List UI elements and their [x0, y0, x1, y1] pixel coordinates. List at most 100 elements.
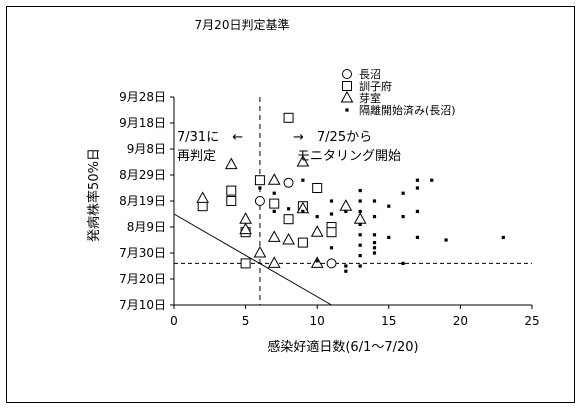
data-point-dot: [329, 212, 334, 216]
data-point-dot: [358, 264, 362, 268]
legend-marker-dot: [345, 108, 349, 112]
y-tick-label: 9月8日: [127, 142, 166, 156]
y-tick-label: 9月18日: [119, 116, 166, 130]
data-point-triangle: [267, 173, 281, 185]
y-axis-label: 発病株率50%日: [86, 148, 102, 242]
data-point-dot: [315, 215, 319, 219]
data-point-square: [297, 237, 308, 248]
data-point-square: [226, 185, 237, 196]
data-point-triangle: [353, 212, 367, 224]
annotation-right-2: モニタリング開始: [297, 149, 401, 164]
y-tick-label: 8月9日: [127, 220, 166, 234]
data-point-circle: [283, 177, 294, 188]
y-tick-label: 8月19日: [119, 194, 166, 208]
x-tick-label: 20: [453, 314, 468, 328]
data-point-dot: [430, 178, 434, 182]
x-tick-label: 25: [524, 314, 539, 328]
y-tick-label: 7月10日: [119, 298, 166, 312]
data-point-dot: [444, 238, 448, 242]
data-point-dot: [401, 215, 405, 219]
data-point-dot: [372, 251, 377, 255]
legend-label: 訓子府: [359, 79, 392, 93]
data-point-dot: [372, 233, 377, 237]
legend-label: 隔離開始済み(長沼): [359, 103, 456, 117]
data-point-triangle: [196, 191, 209, 203]
data-point-triangle: [267, 230, 281, 242]
data-point-dot: [415, 178, 420, 182]
data-point-square: [283, 112, 294, 123]
data-point-dot: [501, 235, 505, 239]
data-point-triangle: [339, 199, 353, 211]
data-point-dot: [358, 199, 362, 203]
y-tick-label: 7月20日: [119, 272, 166, 286]
data-point-dot: [401, 191, 405, 195]
legend-label: 長沼: [359, 67, 381, 81]
data-point-triangle: [267, 256, 281, 268]
data-point-square: [269, 198, 280, 209]
data-point-dot: [329, 199, 334, 203]
data-point-dot: [258, 186, 262, 190]
data-point-square: [312, 183, 323, 193]
x-tick-label: 15: [381, 314, 396, 328]
data-point-dot: [415, 209, 420, 213]
annotation-left-1: 7/31に ←: [177, 130, 243, 145]
data-point-triangle: [239, 212, 252, 224]
x-axis-label: 感染好適日数(6/1～7/20): [267, 339, 418, 355]
data-point-dot: [344, 269, 348, 273]
legend-marker-triangle: [340, 90, 354, 103]
data-point-square: [240, 258, 251, 269]
data-point-dot: [272, 209, 276, 213]
data-point-dot: [372, 246, 377, 250]
annotation-left-2: 再判定: [177, 149, 216, 164]
chart-frame: 7月20日判定基準 長沼 訓子府 芽室 隔離開始済み(長沼) 7月10日 7月20日 7月…: [6, 6, 575, 403]
data-point-dot: [372, 199, 377, 203]
data-point-triangle: [253, 245, 267, 258]
y-tick-label: 9月28日: [119, 90, 166, 104]
data-point-dot: [344, 264, 348, 268]
data-point-square: [283, 214, 294, 225]
data-point-dot: [315, 259, 319, 263]
data-point-dot: [301, 178, 305, 182]
data-point-dot: [358, 243, 362, 247]
data-point-circle: [254, 196, 265, 206]
data-point-dot: [415, 235, 420, 239]
data-point-dot: [358, 233, 362, 237]
data-point-dot: [358, 209, 362, 213]
data-point-dot: [272, 191, 276, 195]
data-point-square: [226, 196, 237, 206]
data-point-dot: [372, 215, 377, 219]
x-tick-label: 0: [170, 314, 178, 328]
data-point-dot: [372, 241, 377, 245]
data-point-dot: [387, 204, 391, 208]
legend-marker-square: [342, 81, 352, 91]
data-point-triangle: [282, 232, 295, 245]
reference-line-diagonal: [173, 213, 332, 306]
x-tick-label: 5: [242, 314, 250, 328]
data-point-triangle: [239, 222, 252, 235]
data-point-dot: [387, 235, 391, 239]
data-point-dot: [301, 209, 305, 213]
data-point-dot: [286, 207, 291, 211]
annotation-right-1: → 7/25から: [293, 130, 372, 145]
data-point-square: [197, 201, 208, 212]
data-point-triangle: [224, 157, 238, 170]
data-point-dot: [358, 254, 362, 258]
legend-label: 芽室: [359, 91, 381, 105]
data-point-square: [254, 175, 265, 186]
data-point-triangle: [296, 154, 310, 167]
data-point-dot: [358, 189, 362, 193]
data-point-square: [326, 227, 337, 238]
data-point-circle: [326, 258, 337, 269]
legend-marker-circle: [342, 69, 352, 79]
chart-title: 7月20日判定基準: [195, 17, 290, 32]
data-point-dot: [415, 186, 420, 190]
y-tick-label: 7月30日: [119, 246, 166, 260]
data-point-dot: [358, 222, 362, 226]
data-point-dot: [329, 246, 334, 250]
data-point-dot: [401, 261, 405, 265]
data-point-triangle: [310, 225, 324, 237]
y-tick-label: 8月29日: [119, 168, 166, 182]
x-tick-label: 10: [310, 314, 325, 328]
data-point-dot: [344, 209, 348, 213]
